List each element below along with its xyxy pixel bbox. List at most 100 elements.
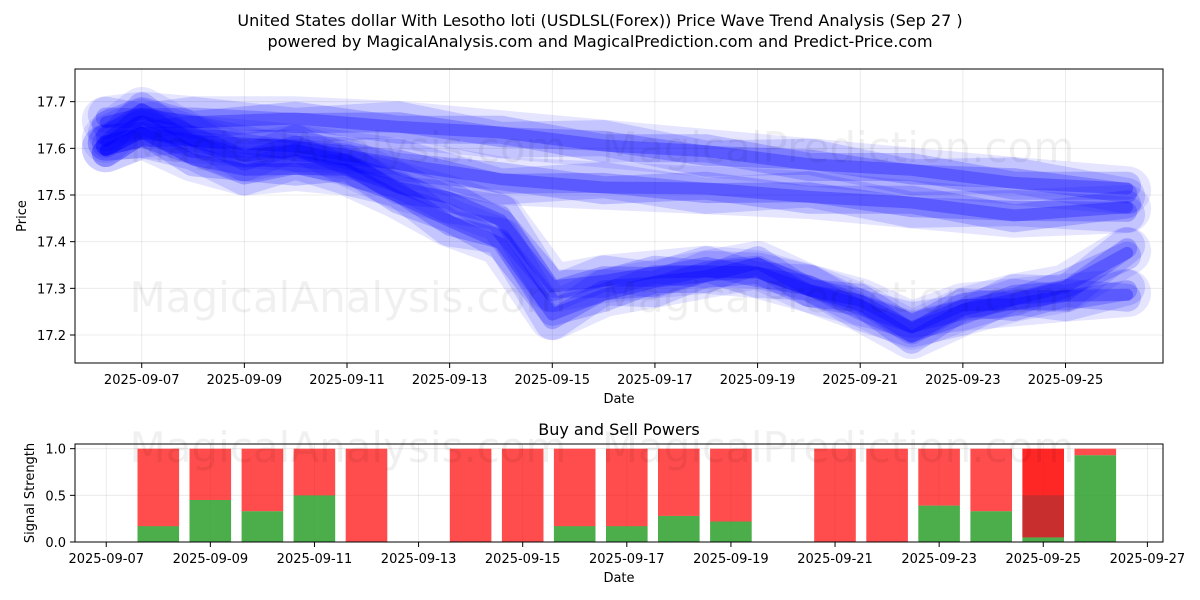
signal-x-label: Date (603, 571, 634, 586)
wave-lower-wave-layer-3 (95, 103, 1138, 333)
buy-bar-2025-09-10 (241, 511, 284, 542)
price-waves (81, 87, 1152, 359)
wave-upper-wave-2-layer-0 (81, 110, 1152, 238)
price-grid (75, 69, 1163, 363)
price-y-tick-label-0: 17.2 (37, 329, 66, 344)
buy-bar-2025-09-25 (1022, 537, 1064, 542)
watermark-prediction-bottom: MagicalPrediction.com (602, 423, 1075, 472)
signal-x-tick-label-8: 2025-09-23 (901, 552, 977, 567)
price-x-tick-label-1: 2025-09-09 (207, 373, 283, 388)
signal-panel: Buy and Sell Powers MagicalAnalysis.com … (23, 420, 1185, 586)
price-x-tick-label-5: 2025-09-17 (617, 373, 693, 388)
signal-x-tick-label-9: 2025-09-25 (1005, 552, 1081, 567)
sell-bar-2025-09-22 (866, 448, 908, 542)
wave-lower-wave-2-layer-3 (95, 127, 1138, 343)
buy-bar-2025-09-08 (137, 526, 180, 542)
watermark-prediction-top: MagicalPrediction.com (602, 123, 1075, 172)
wave-upper-wave-layer-4 (99, 107, 1134, 195)
price-y-tick-label-2: 17.4 (37, 236, 66, 251)
wave-upper-wave-2-layer-1 (87, 115, 1146, 233)
buy-bar-2025-09-16 (553, 526, 596, 542)
price-y-tick-label-3: 17.5 (37, 189, 66, 204)
signal-x-tick-label-3: 2025-09-13 (381, 552, 457, 567)
price-y-tick-label-1: 17.3 (37, 282, 66, 297)
signal-bars (137, 448, 1117, 542)
signal-y-ticks: 0.0 0.5 1.0 (45, 443, 75, 551)
wave-upper-wave-layer-2 (91, 97, 1142, 200)
buy-bar-2025-09-18 (658, 515, 700, 542)
wave-lower-wave-2-layer-2 (91, 115, 1142, 354)
sell-bar-2025-09-09 (189, 448, 232, 500)
price-x-ticks: 2025-09-07 2025-09-09 2025-09-11 2025-09-13… (104, 363, 1103, 388)
buy-bar-2025-09-26 (1074, 455, 1117, 542)
sell-bar-2025-09-12 (345, 448, 388, 542)
price-panel: MagicalAnalysis.com MagicalPrediction.co… (15, 68, 1164, 407)
signal-x-tick-label-2: 2025-09-11 (277, 552, 353, 567)
signal-x-tick-label-1: 2025-09-09 (173, 552, 249, 567)
buy-bar-2025-09-23 (918, 505, 960, 542)
sell-bar-2025-09-14 (449, 448, 492, 542)
price-x-label: Date (603, 392, 634, 407)
wave-lower-wave-layer-1 (87, 98, 1146, 339)
buy-bar-2025-09-19 (710, 521, 752, 542)
wave-upper-wave-2-layer-3 (95, 126, 1138, 222)
wave-lower-wave-layer-2 (91, 92, 1142, 345)
signal-x-tick-label-6: 2025-09-19 (693, 552, 769, 567)
price-x-tick-label-0: 2025-09-07 (104, 373, 180, 388)
price-plot-frame (74, 68, 1164, 364)
sell-bar-2025-09-23 (918, 448, 960, 506)
wave-lower-wave-layer-0 (81, 87, 1152, 350)
wave-upper-wave-layer-0 (81, 91, 1152, 215)
buy-bar-2025-09-09 (189, 500, 232, 542)
signal-y-tick-label-1: 0.5 (45, 489, 66, 504)
chart-subtitle: powered by MagicalAnalysis.com and Magic… (267, 32, 932, 51)
wave-upper-wave-2-layer-2 (91, 115, 1142, 233)
wave-upper-wave-layer-3 (95, 107, 1138, 204)
overlap-bar-2025-09-25 (1022, 495, 1064, 538)
price-x-tick-label-4: 2025-09-15 (515, 373, 591, 388)
signal-y-tick-label-0: 0.0 (45, 536, 66, 551)
sell-bar-2025-09-17 (606, 448, 648, 527)
sell-bar-2025-09-15 (501, 448, 544, 542)
signal-x-tick-label-4: 2025-09-15 (485, 552, 561, 567)
signal-x-tick-label-5: 2025-09-17 (589, 552, 665, 567)
sell-bar-2025-09-24 (970, 448, 1012, 512)
signal-y-label: Signal Strength (23, 443, 38, 543)
signal-panel-title: Buy and Sell Powers (538, 420, 700, 439)
price-x-tick-label-9: 2025-09-25 (1028, 373, 1104, 388)
wave-lower-wave-2-layer-0 (81, 110, 1152, 359)
signal-plot-frame (74, 443, 1164, 543)
price-x-tick-label-2: 2025-09-11 (309, 373, 385, 388)
sell-overlay-2025-09-25 (1022, 448, 1064, 496)
wave-upper-wave-2-layer-4 (99, 126, 1134, 222)
price-y-ticks: 17.2 17.3 17.4 17.5 17.6 17.7 (37, 96, 75, 344)
watermark-analysis-top: MagicalAnalysis.com (130, 123, 567, 172)
signal-y-tick-label-2: 1.0 (45, 443, 66, 458)
watermark-analysis-bottom: MagicalAnalysis.com (130, 423, 567, 472)
watermark-analysis-mid: MagicalAnalysis.com (130, 273, 567, 322)
chart-title: United States dollar With Lesotho loti (… (237, 11, 962, 30)
price-y-label: Price (15, 200, 30, 232)
buy-bar-2025-09-11 (293, 495, 336, 542)
sell-bar-2025-09-26 (1074, 448, 1117, 456)
price-x-tick-label-8: 2025-09-23 (925, 373, 1001, 388)
price-y-tick-label-5: 17.7 (37, 96, 66, 111)
sell-bar-2025-09-08 (137, 448, 180, 527)
sell-bar-2025-09-11 (293, 448, 336, 496)
watermark-prediction-mid: MagicalPrediction.com (602, 273, 1075, 322)
price-y-tick-label-4: 17.6 (37, 142, 66, 157)
price-x-tick-label-7: 2025-09-21 (822, 373, 898, 388)
signal-x-tick-label-7: 2025-09-21 (797, 552, 873, 567)
sell-bar-2025-09-16 (553, 448, 596, 527)
signal-x-tick-label-10: 2025-09-27 (1110, 552, 1186, 567)
price-x-tick-label-3: 2025-09-13 (412, 373, 488, 388)
price-x-tick-label-6: 2025-09-19 (720, 373, 796, 388)
wave-upper-wave-layer-1 (87, 96, 1146, 214)
wave-lower-wave-2-layer-1 (87, 121, 1146, 348)
signal-x-tick-label-0: 2025-09-07 (68, 552, 144, 567)
buy-bar-2025-09-17 (606, 526, 648, 542)
sell-bar-2025-09-18 (658, 448, 700, 516)
sell-bar-2025-09-19 (710, 448, 752, 522)
sell-bar-2025-09-10 (241, 448, 284, 512)
